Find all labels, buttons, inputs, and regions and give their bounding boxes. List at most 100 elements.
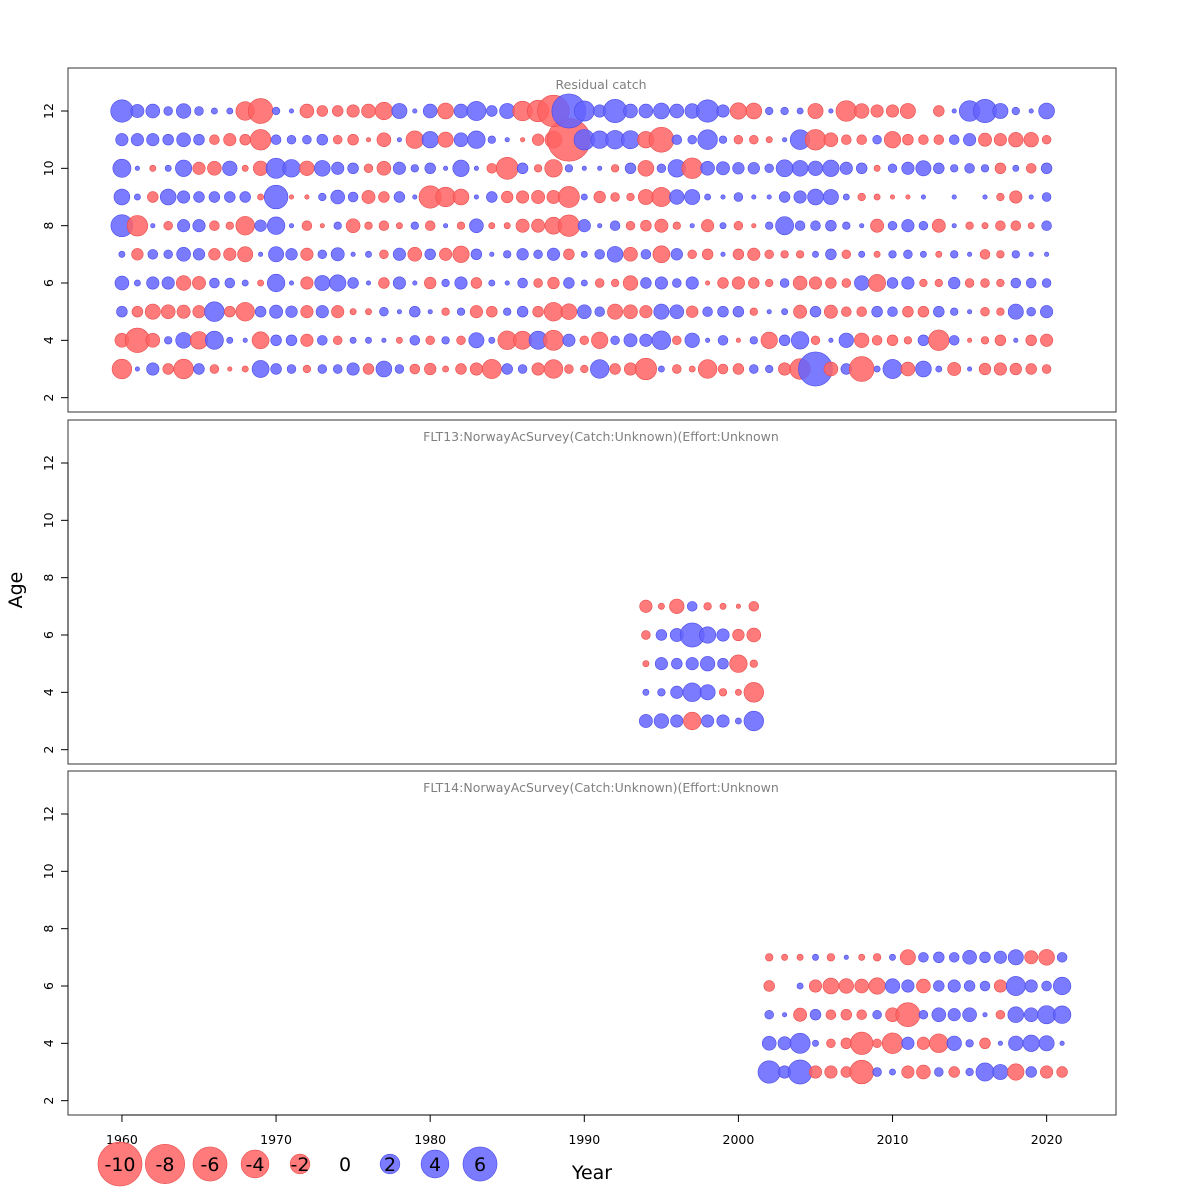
bubble xyxy=(347,162,359,174)
bubble xyxy=(778,334,791,346)
y-tick-label: 12 xyxy=(41,455,56,471)
bubble xyxy=(670,714,684,728)
bubble xyxy=(917,306,930,318)
bubble xyxy=(717,306,729,318)
bubble xyxy=(564,364,574,374)
bubble xyxy=(761,1036,777,1051)
legend-label: -6 xyxy=(201,1154,220,1176)
panels: Residual catch 2 4 6 8 10 12 FLT13:NorwayAcSurv… xyxy=(41,67,1117,1116)
bubble xyxy=(787,1059,813,1085)
bubble xyxy=(789,1032,811,1054)
bubble xyxy=(828,108,834,114)
panel-frame xyxy=(67,67,1117,413)
bubble xyxy=(623,247,638,262)
bubble xyxy=(901,161,915,175)
bubble xyxy=(594,278,605,288)
bubble xyxy=(732,363,745,375)
bubble xyxy=(239,134,251,146)
bubble xyxy=(562,333,576,347)
bubble xyxy=(889,194,895,200)
bubble xyxy=(697,129,718,150)
bubble xyxy=(823,132,839,147)
bubble xyxy=(1040,162,1053,174)
bubble xyxy=(993,133,1007,147)
bubble xyxy=(887,306,898,317)
legend-item: 4 xyxy=(420,1149,450,1179)
bubble xyxy=(850,1031,874,1055)
bubble xyxy=(839,161,853,175)
bubble xyxy=(885,104,900,118)
bubble xyxy=(362,363,375,375)
bubble xyxy=(270,363,282,375)
bubble xyxy=(775,216,794,236)
legend-label: -2 xyxy=(291,1154,310,1176)
bubble xyxy=(822,189,839,205)
bubble xyxy=(743,710,764,732)
bubble xyxy=(810,220,821,231)
bubble xyxy=(950,250,959,259)
bubble xyxy=(393,191,406,203)
bubble xyxy=(1023,132,1039,148)
bubble xyxy=(503,222,511,230)
bubble xyxy=(889,953,896,961)
bubble xyxy=(580,193,588,201)
y-tick-label: 6 xyxy=(41,982,56,990)
bubble xyxy=(979,1037,991,1049)
bubble xyxy=(716,628,730,642)
bubble xyxy=(996,307,1005,316)
bubble xyxy=(531,190,545,204)
bubble xyxy=(764,249,774,260)
bubble xyxy=(288,223,294,229)
bubble xyxy=(1009,190,1023,204)
bubble xyxy=(1028,251,1034,257)
legend: -10 -8 -6 -4 -2 0 2 4 6 xyxy=(97,1141,498,1187)
bubble xyxy=(314,275,331,291)
bubble xyxy=(488,222,496,230)
bubble xyxy=(948,1066,960,1078)
bubble xyxy=(992,1064,1009,1080)
bubble xyxy=(765,953,774,962)
bubble xyxy=(224,277,236,289)
bubble xyxy=(376,132,392,147)
bubble xyxy=(688,365,696,373)
bubble xyxy=(365,308,372,316)
legend-bubble xyxy=(192,1146,228,1182)
bubble xyxy=(456,221,466,230)
bubble xyxy=(778,191,791,203)
bubble xyxy=(729,102,747,120)
bubble xyxy=(412,280,418,286)
y-tick-label: 4 xyxy=(41,688,56,696)
x-tick-label: 1970 xyxy=(260,1132,292,1147)
legend-bubble xyxy=(462,1146,498,1182)
bubble xyxy=(951,108,957,114)
bubble xyxy=(901,219,915,233)
bubble xyxy=(933,951,945,963)
bubble xyxy=(699,626,717,644)
bubble xyxy=(333,221,342,230)
y-axis-label: Age xyxy=(5,572,27,609)
bubble xyxy=(223,247,237,261)
bubble xyxy=(920,194,926,200)
legend-label: -8 xyxy=(156,1154,175,1176)
legend-bubble xyxy=(289,1153,311,1175)
bubble xyxy=(1041,364,1052,374)
bubble xyxy=(531,362,545,376)
bubble xyxy=(948,335,960,346)
bubble xyxy=(453,132,469,147)
bubble xyxy=(621,130,640,150)
bubble xyxy=(470,248,483,260)
bubble xyxy=(854,978,869,994)
bubble xyxy=(204,301,225,322)
bubble xyxy=(888,250,897,259)
bubble xyxy=(345,218,361,233)
bubble xyxy=(268,246,285,263)
bubble xyxy=(1028,194,1034,200)
bubble xyxy=(825,277,837,289)
bubble xyxy=(299,103,315,119)
bubble xyxy=(454,276,468,290)
bubble xyxy=(899,103,916,119)
bubble xyxy=(705,337,711,343)
bubble xyxy=(409,306,421,318)
bubble xyxy=(962,1007,977,1022)
bubble xyxy=(501,363,513,375)
